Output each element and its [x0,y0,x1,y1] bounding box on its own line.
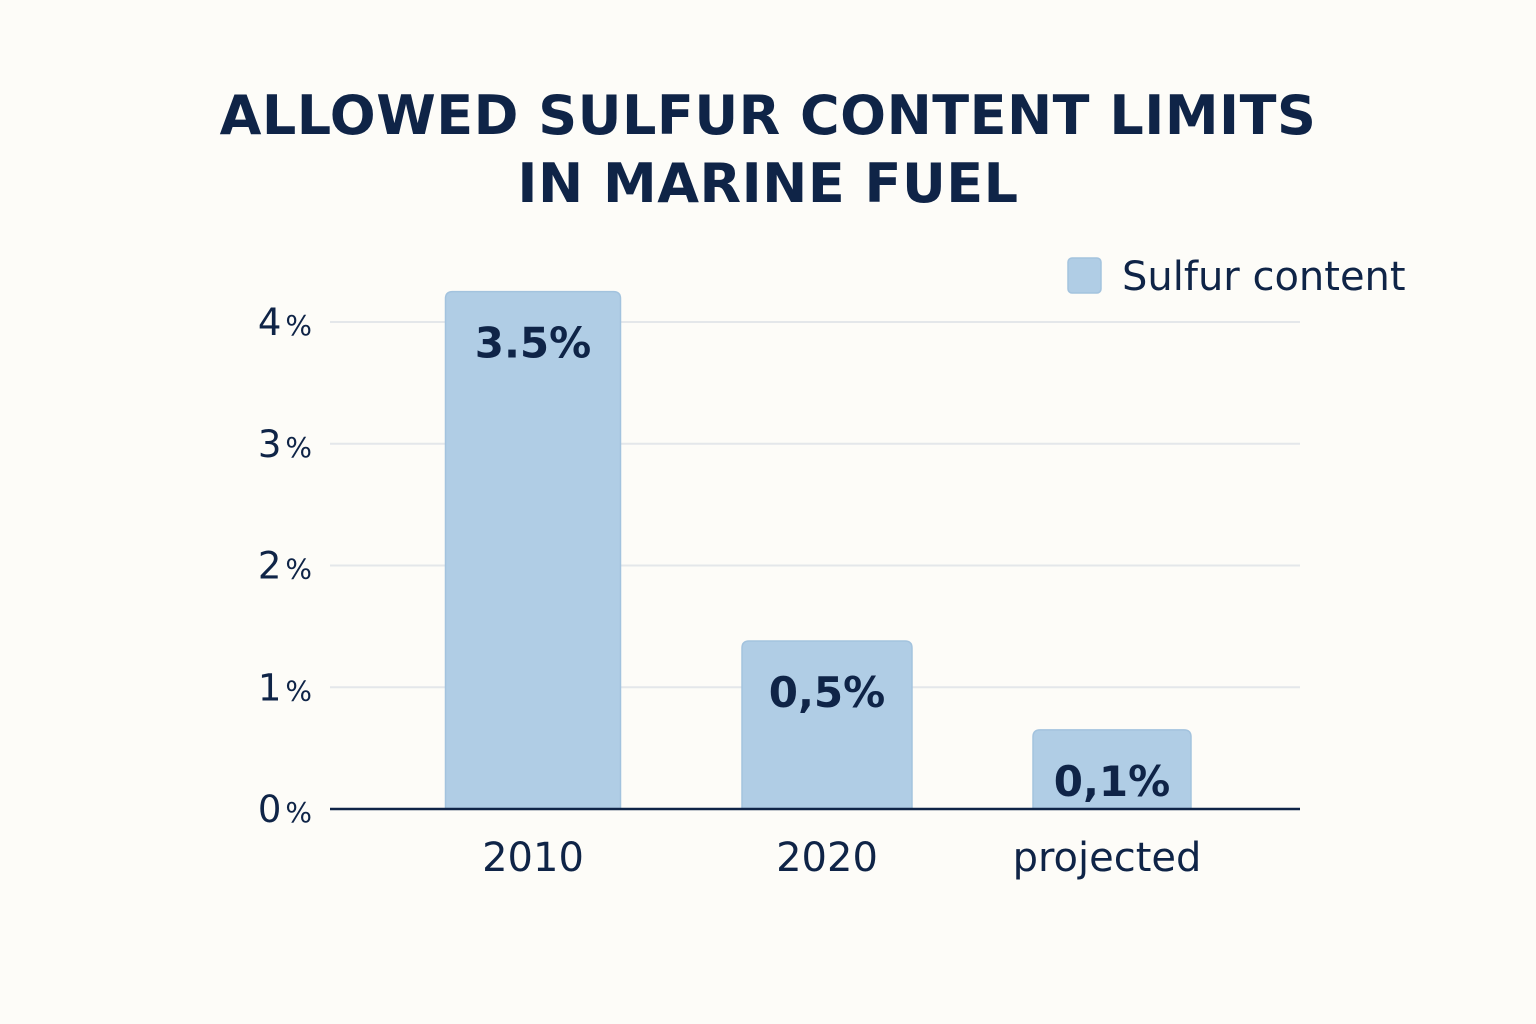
legend-label: Sulfur content [1122,254,1406,300]
chart-title: ALLOWED SULFUR CONTENT LIMITS IN MARINE … [0,82,1536,218]
bar [1032,729,1192,810]
legend-swatch [1067,257,1102,294]
data-label: 0,5% [769,668,885,717]
chart-title-line-1: ALLOWED SULFUR CONTENT LIMITS [219,84,1317,147]
y-tick-label: 2% [258,545,312,588]
legend: Sulfur content [1067,254,1406,300]
bar [444,290,622,810]
category-label: 2010 [482,835,584,881]
y-tick-label: 3% [258,423,312,466]
y-tick-label: 1% [258,666,312,709]
bar [741,640,913,810]
y-tick-label: 0% [258,788,312,831]
data-label: 3.5% [475,319,591,368]
y-tick-label: 4% [258,301,312,344]
category-label: projected [1013,835,1202,881]
bars [444,290,1192,810]
labels: 0 % 1 % 2 % 3 % 4% 3.5% 2010 0,5% 2020 0,1% projected [258,301,1202,881]
category-label: 2020 [776,835,878,881]
chart-title-line-2: IN MARINE FUEL [517,152,1019,215]
data-label: 0,1% [1054,757,1170,806]
